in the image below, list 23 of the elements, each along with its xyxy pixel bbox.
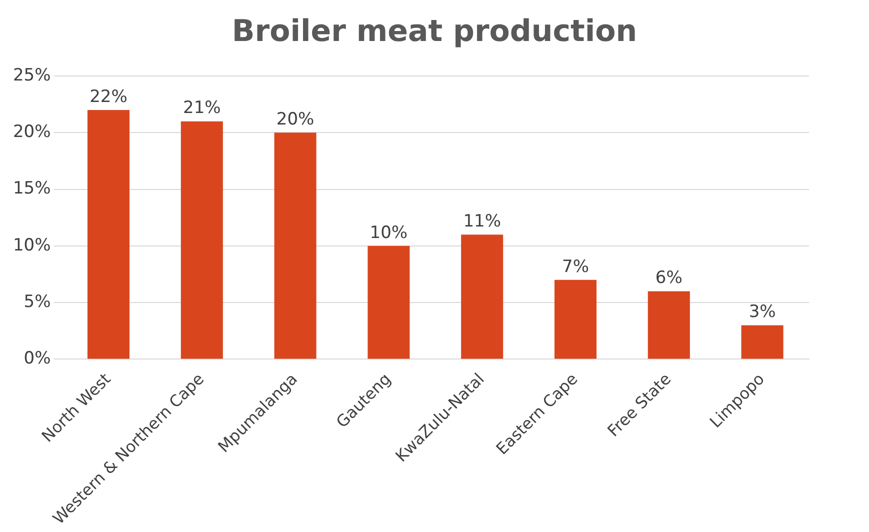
data-label: 11% (463, 212, 501, 232)
y-tick-label: 5% (24, 292, 51, 312)
bar (368, 246, 410, 359)
bar (274, 132, 316, 359)
bar (461, 234, 504, 359)
data-label: 21% (182, 98, 221, 118)
data-label: 6% (655, 268, 682, 288)
data-label: 7% (562, 256, 589, 277)
data-label: 10% (370, 222, 408, 243)
bar (648, 291, 690, 359)
data-label: 3% (748, 302, 776, 322)
y-tick-label: 0% (24, 348, 51, 369)
bar (554, 280, 597, 359)
y-tick-label: 10% (12, 235, 51, 256)
y-tick-label: 25% (12, 65, 51, 86)
data-label: 20% (276, 110, 314, 130)
y-tick-label: 15% (12, 178, 51, 199)
y-tick-label: 20% (12, 122, 51, 142)
bar (87, 110, 130, 359)
chart-title: Broiler meat production (230, 13, 638, 51)
bar (180, 121, 223, 359)
bar (741, 325, 784, 359)
data-label: 22% (90, 86, 128, 107)
